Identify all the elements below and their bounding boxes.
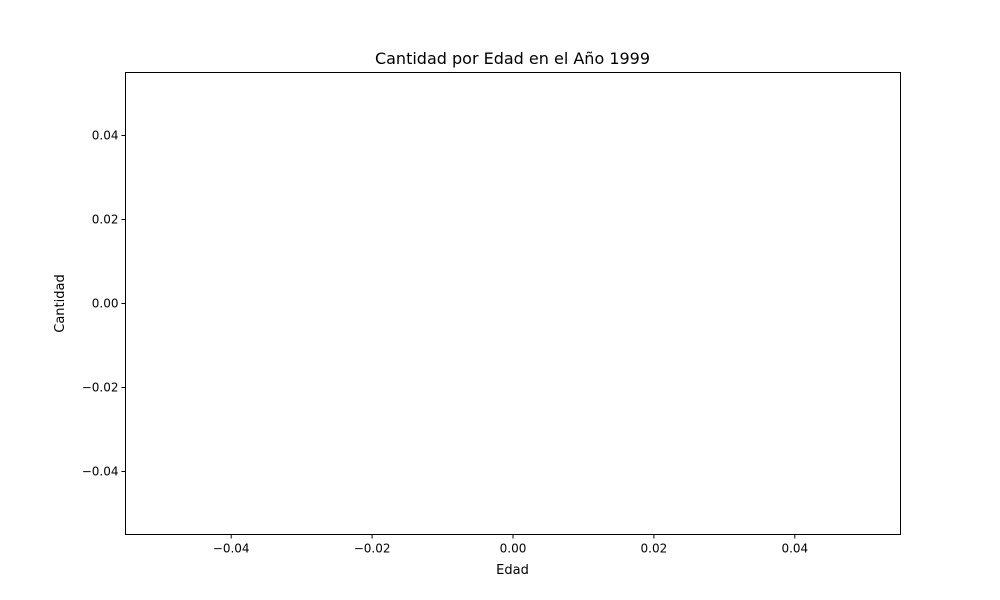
x-tick-label: −0.04 [213, 542, 250, 556]
x-axis: −0.04 −0.02 0.00 0.02 0.04 [213, 534, 808, 556]
x-tick-label: 0.00 [500, 542, 527, 556]
y-axis-label: Cantidad [53, 274, 68, 332]
y-tick-label: 0.04 [92, 129, 119, 143]
x-tick-label: 0.04 [781, 542, 808, 556]
y-tick-label: 0.02 [92, 213, 119, 227]
plot-area [125, 72, 901, 535]
x-axis-label: Edad [496, 563, 529, 578]
y-tick-label: −0.04 [82, 465, 119, 479]
chart-title: Cantidad por Edad en el Año 1999 [375, 49, 650, 68]
y-tick-label: 0.00 [92, 297, 119, 311]
y-axis: −0.04 −0.02 0.00 0.02 0.04 [82, 129, 126, 479]
x-tick-label: 0.02 [641, 542, 668, 556]
y-tick-label: −0.02 [82, 381, 119, 395]
x-tick-label: −0.02 [354, 542, 391, 556]
